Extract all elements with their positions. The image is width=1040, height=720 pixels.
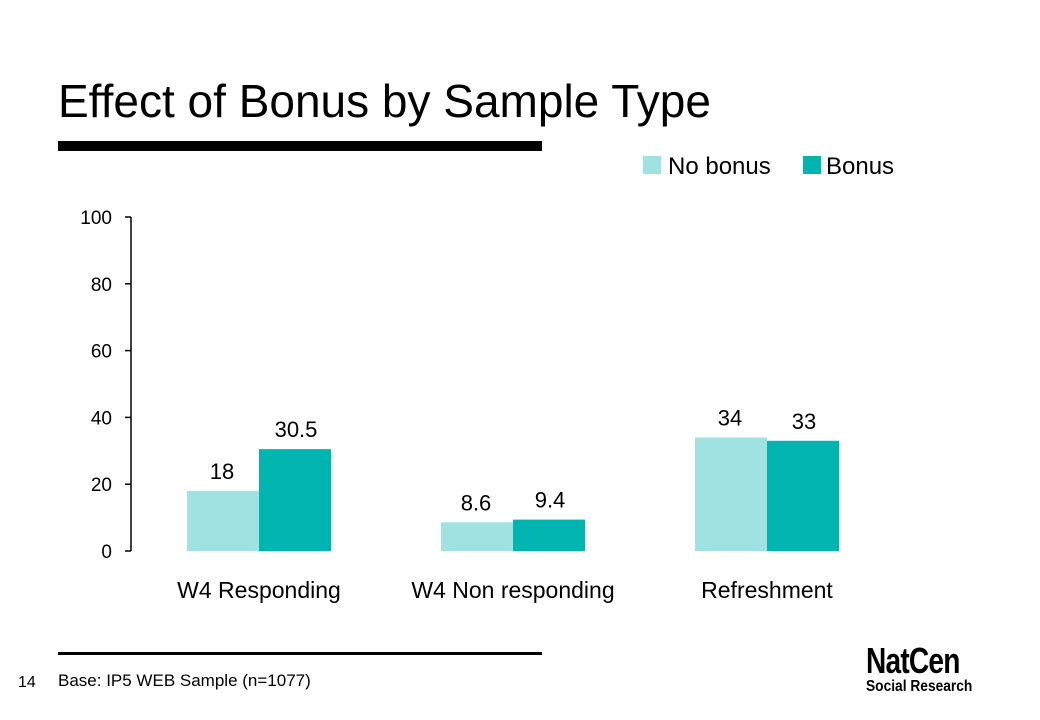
x-category-label: W4 Non responding [411, 577, 614, 603]
x-category-label: Refreshment [701, 577, 833, 603]
y-tick-label: 20 [91, 475, 112, 496]
bar [259, 449, 331, 551]
y-tick-label: 80 [91, 275, 112, 296]
legend-label: Bonus [826, 153, 894, 180]
logo-subtitle: Social Research [866, 678, 973, 695]
base-note: Base: IP5 WEB Sample (n=1077) [58, 671, 311, 690]
logo-wordmark: NatCen [866, 640, 960, 681]
data-label: 9.4 [535, 488, 566, 513]
legend-swatch [643, 156, 661, 174]
data-label: 30.5 [275, 417, 318, 442]
y-tick-label: 100 [80, 208, 112, 229]
legend-label: No bonus [668, 153, 771, 180]
y-tick-label: 40 [91, 408, 112, 429]
bar [187, 490, 259, 551]
data-label: 8.6 [461, 490, 492, 515]
page-number: 14 [18, 674, 36, 691]
natcen-logo: NatCen Social Research [866, 640, 996, 696]
bar [767, 440, 839, 551]
x-category-label: W4 Responding [177, 577, 341, 603]
legend-swatch [803, 156, 821, 174]
slide-title: Effect of Bonus by Sample Type [58, 75, 711, 127]
data-label: 18 [210, 459, 234, 484]
bar [695, 437, 767, 551]
footer-rule [58, 652, 542, 655]
bar [441, 522, 513, 551]
y-tick-label: 0 [101, 542, 112, 563]
data-label: 34 [718, 405, 742, 430]
title-underline [58, 141, 542, 151]
y-tick-label: 60 [91, 342, 112, 363]
bar [513, 519, 585, 551]
data-label: 33 [792, 409, 816, 434]
